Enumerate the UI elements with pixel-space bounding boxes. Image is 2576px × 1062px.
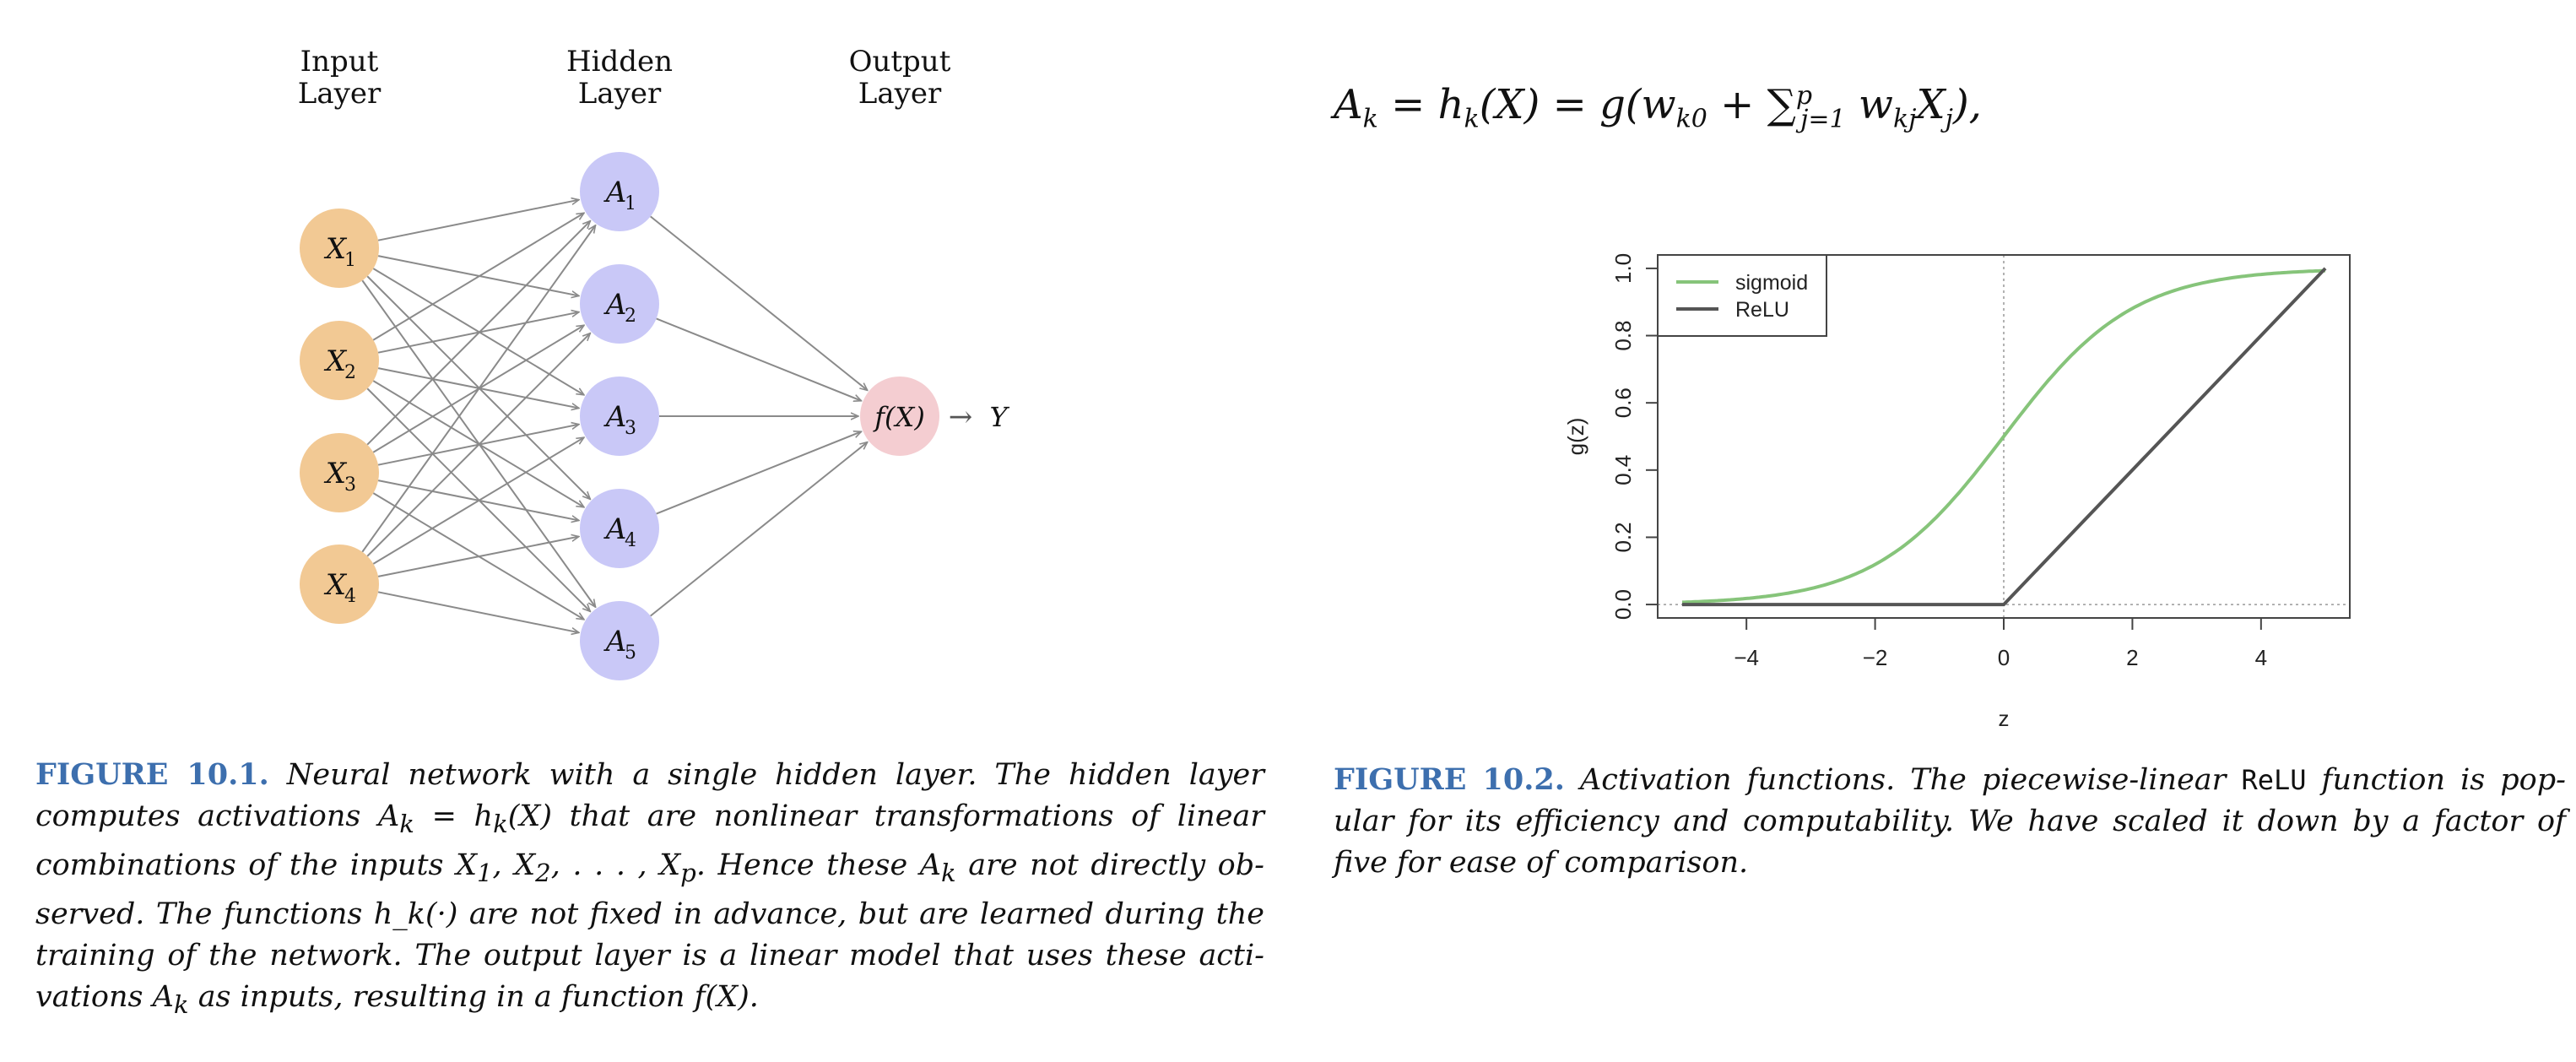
figure-10-1-label: FIGURE 10.1. (35, 757, 269, 792)
input-node-x4: X4 (300, 545, 379, 624)
edge-x4-a4 (377, 537, 579, 577)
svg-text:1: 1 (344, 250, 356, 271)
edge-a4-f (656, 431, 862, 515)
legend-label-sigmoid: sigmoid (1735, 271, 1808, 295)
input-node-x1: X1 (300, 209, 379, 288)
input-layer-label-line2: Layer (297, 77, 382, 111)
output-node-f: f(X) (860, 377, 939, 456)
svg-text:X: X (323, 457, 348, 490)
sigmoid-series-line (1681, 268, 2326, 604)
svg-text:X: X (323, 232, 348, 266)
svg-text:4: 4 (344, 586, 356, 607)
y-tick-label: 0.8 (1610, 320, 1636, 350)
svg-text:f(X): f(X) (873, 401, 925, 433)
svg-text:X: X (323, 344, 348, 378)
relu-series-line (1681, 267, 2327, 607)
y-tick-label: 0.0 (1610, 589, 1636, 620)
svg-text:2: 2 (344, 362, 356, 383)
hidden-layer-label: Hidden Layer (510, 46, 729, 110)
svg-text:2: 2 (625, 306, 636, 327)
x-axis-label: z (1999, 706, 2010, 731)
hidden-node-a4: A4 (580, 489, 659, 568)
svg-text:A: A (603, 288, 627, 322)
output-y-label: Y (989, 401, 1009, 433)
x-tick-label: 2 (2126, 645, 2138, 670)
hidden-node-a1: A1 (580, 152, 659, 231)
output-layer-label-line2: Layer (858, 77, 942, 111)
svg-text:A: A (603, 512, 627, 546)
edge-x3-a1 (366, 221, 590, 446)
hidden-unit-equation: Ak = hk(X) = g(wk0 + ∑pj=1 wkjXj), (1334, 81, 1982, 134)
edge-x4-a3 (372, 437, 584, 565)
caption-1-line-4: served. The functions h_k(·) are not fix… (35, 897, 1264, 931)
svg-text:3: 3 (344, 474, 356, 496)
svg-text:A: A (603, 625, 627, 658)
hidden-node-a5: A5 (580, 601, 659, 680)
caption-1-line-3: combinations of the inputs X1, X2, . . .… (35, 848, 1264, 887)
y-tick-label: 1.0 (1610, 253, 1636, 284)
svg-text:1: 1 (625, 193, 636, 214)
edge-x4-a5 (377, 591, 579, 632)
y-tick-label: 0.2 (1610, 522, 1636, 552)
output-layer-label: Output Layer (790, 46, 1009, 110)
input-node-x2: X2 (300, 321, 379, 400)
edge-x4-a2 (366, 333, 590, 557)
edge-a1-f (650, 215, 868, 390)
hidden-layer-label-line2: Layer (577, 77, 662, 111)
figure-10-2-label: FIGURE 10.2. (1334, 762, 1565, 797)
hidden-node-a3: A3 (580, 377, 659, 456)
svg-text:4: 4 (625, 530, 636, 551)
caption-1-line-6: vations Ak as inputs, resulting in a fun… (35, 980, 759, 1019)
caption-2-line-1: FIGURE 10.2. Activation functions. The p… (1334, 762, 2566, 797)
figure-10-2-caption: FIGURE 10.2. Activation functions. The p… (1334, 759, 2566, 884)
x-tick-label: −2 (1863, 645, 1888, 670)
output-layer-label-line1: Output (848, 45, 951, 79)
edge-a5-f (650, 442, 868, 617)
legend-label-relu: ReLU (1735, 298, 1789, 322)
edge-x4-a1 (361, 225, 595, 553)
svg-text:X: X (323, 568, 348, 602)
svg-text:A: A (603, 400, 627, 434)
caption-2-line-2: ular for its efficiency and computabilit… (1334, 805, 2566, 838)
y-tick-label: 0.6 (1610, 387, 1636, 418)
hidden-node-a2: A2 (580, 264, 659, 344)
network-edges (361, 200, 868, 633)
input-node-x3: X3 (300, 433, 379, 512)
caption-2-line-3: five for ease of comparison. (1334, 846, 1749, 880)
y-axis-label: g(z) (1563, 418, 1588, 456)
equation-text: Ak = hk(X) = g(wk0 + ∑pj=1 wkjXj), (1334, 81, 1982, 134)
edge-a2-f (656, 317, 862, 400)
caption-1-line-2: computes activations Ak = hk(X) that are… (35, 799, 1265, 838)
svg-text:3: 3 (625, 418, 636, 439)
edge-x2-a1 (372, 213, 584, 341)
svg-text:A: A (603, 176, 627, 209)
x-tick-label: 4 (2255, 645, 2267, 670)
caption-1-line-1: FIGURE 10.1. Neural network with a singl… (35, 757, 1264, 792)
x-tick-label: −4 (1734, 645, 1759, 670)
input-layer-label-line1: Input (300, 45, 379, 79)
output-arrow: → (949, 400, 973, 434)
y-tick-label: 0.4 (1610, 455, 1636, 485)
legend-box (1657, 254, 1827, 337)
edge-x1-a1 (377, 200, 579, 241)
input-layer-label: Input Layer (230, 46, 449, 110)
svg-text:5: 5 (625, 642, 636, 664)
hidden-layer-label-line1: Hidden (566, 45, 674, 79)
x-tick-label: 0 (1998, 645, 2010, 670)
figure-10-1-caption: FIGURE 10.1. Neural network with a singl… (35, 754, 1264, 1026)
activation-functions-plot: −4 −2 0 2 4 0.0 0.2 0.4 0.6 0.8 1.0 z g(z) sigmoid Re… (1563, 253, 2351, 731)
caption-1-line-5: training of the network. The output laye… (35, 939, 1264, 973)
